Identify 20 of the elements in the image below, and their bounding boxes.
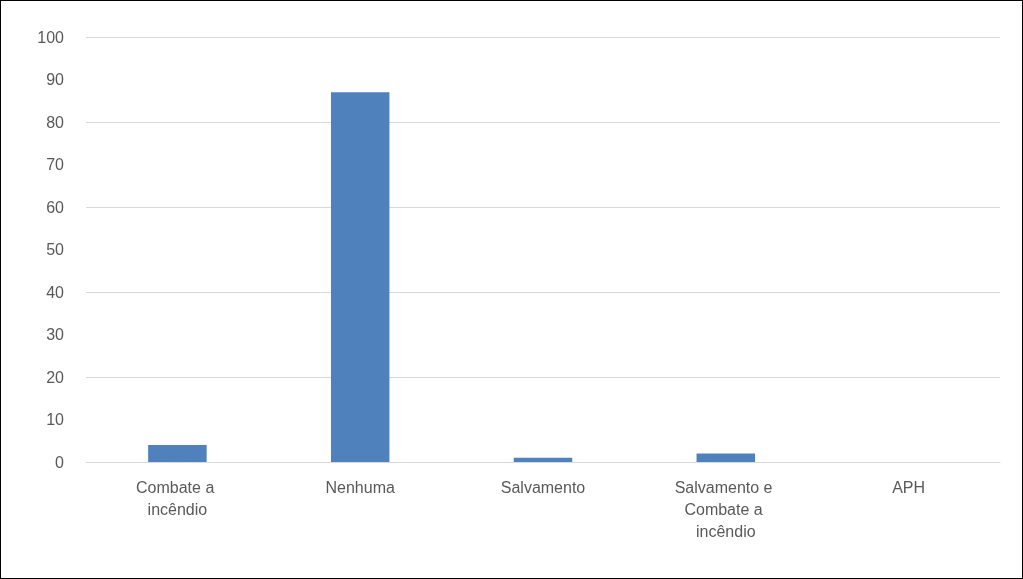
y-tick-label: 80 (46, 113, 65, 131)
bar (330, 92, 390, 462)
x-tick-label: Nenhuma (325, 478, 395, 496)
x-tick-label: Salvamento (500, 478, 586, 496)
y-tick-label: 30 (46, 326, 65, 343)
x-tick-label: Combate a incêndio (136, 478, 219, 518)
bar (696, 453, 756, 462)
y-tick-label: 70 (46, 156, 65, 173)
y-tick-label: 40 (46, 283, 65, 301)
y-tick-label: 60 (46, 198, 65, 216)
bar (513, 457, 573, 462)
y-tick-label: 0 (55, 453, 65, 471)
y-tick-label: 50 (46, 241, 65, 258)
bar (148, 445, 207, 462)
y-tick-label: 20 (46, 368, 65, 386)
x-tick-label: APH (892, 478, 926, 496)
y-tick-label: 100 (37, 28, 65, 46)
y-tick-label: 90 (46, 71, 65, 88)
x-tick-label: Salvamento e Combate a incêndio (674, 478, 777, 540)
y-tick-label: 10 (46, 411, 65, 428)
